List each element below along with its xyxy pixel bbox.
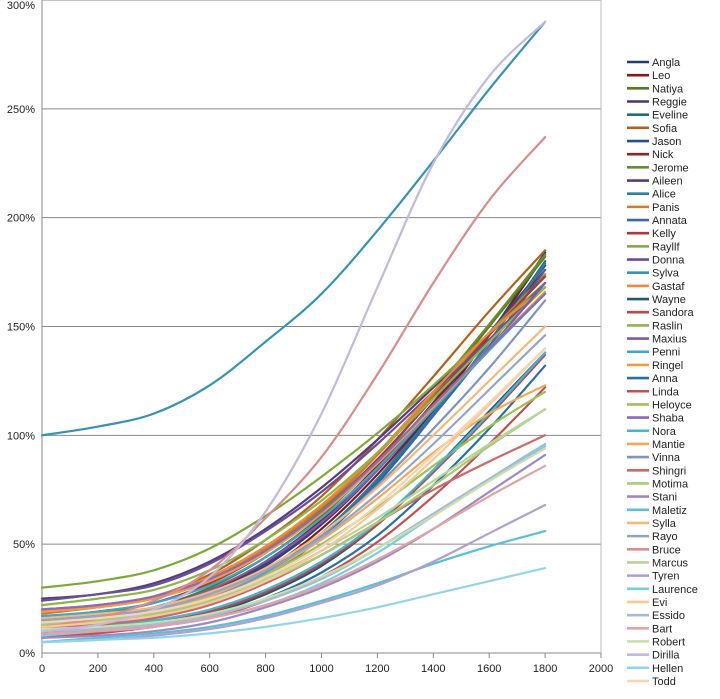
- legend-label: Evi: [652, 597, 667, 609]
- legend-label: Raslin: [652, 320, 683, 332]
- series-line-shaba: [40, 292, 547, 611]
- y-tick-labels: 0% 50% 100% 150% 200% 250% 300%: [7, 0, 35, 660]
- legend-label: Heloyce: [652, 399, 692, 411]
- axes: [41, 0, 602, 658]
- legend-label: Hellen: [652, 663, 683, 675]
- legend-label: Maletiz: [652, 505, 687, 517]
- series-line-raslin: [40, 286, 547, 607]
- legend-label: Nick: [652, 149, 674, 161]
- x-tick-label: 800: [256, 663, 274, 675]
- series-line-angla: [40, 251, 547, 633]
- legend-label: Sofia: [652, 123, 678, 135]
- legend-label: Essido: [652, 610, 685, 622]
- legend-label: Shingri: [652, 465, 686, 477]
- legend-label: Sylla: [652, 518, 677, 530]
- legend-label: Donna: [652, 255, 685, 267]
- legend-label: Robert: [652, 636, 685, 648]
- legend-label: Linda: [652, 386, 680, 398]
- y-tick-label: 50%: [13, 539, 35, 551]
- y-tick-label: 150%: [7, 322, 35, 334]
- y-tick-label: 0%: [19, 648, 35, 660]
- series-line-nora: [40, 351, 547, 633]
- series-line-sylla: [40, 325, 547, 620]
- y-tick-label: 250%: [7, 104, 35, 116]
- legend-label: Annata: [652, 215, 688, 227]
- legend-label: Leo: [652, 70, 670, 82]
- x-tick-label: 1800: [533, 663, 557, 675]
- y-tick-label: 300%: [7, 0, 35, 12]
- series-line-hellen: [40, 567, 547, 644]
- series-line-leo: [40, 253, 547, 631]
- x-tick-label: 600: [201, 663, 219, 675]
- legend-label: Penni: [652, 347, 680, 359]
- legend-label: Natiya: [652, 83, 684, 95]
- legend-label: Alice: [652, 189, 676, 201]
- series-line-stani: [40, 453, 547, 639]
- legend-label: Shaba: [652, 413, 685, 425]
- legend-label: Panis: [652, 202, 680, 214]
- legend-label: Eveline: [652, 110, 688, 122]
- legend-label: Kelly: [652, 228, 676, 240]
- series-line-bruce: [40, 136, 547, 628]
- series-line-robert: [40, 447, 547, 631]
- x-tick-label: 0: [39, 663, 45, 675]
- y-tick-label: 200%: [7, 213, 35, 225]
- legend-label: Tyren: [652, 571, 680, 583]
- legend-label: Gastaf: [652, 281, 685, 293]
- legend-label: Laurence: [652, 584, 698, 596]
- legend-label: Mantie: [652, 439, 685, 451]
- legend-label: Aileen: [652, 176, 683, 188]
- legend-label: Ringel: [652, 360, 683, 372]
- x-tick-label: 1600: [477, 663, 501, 675]
- x-tick-label: 200: [89, 663, 107, 675]
- series-line-sylva: [40, 20, 547, 437]
- legend-label: Angla: [652, 57, 681, 69]
- x-tick-labels: 0 200 400 600 800 1000 1200 1400 1600 1800 2000: [39, 663, 613, 675]
- x-tick-label: 1000: [309, 663, 333, 675]
- legend-label: Marcus: [652, 557, 689, 569]
- legend-label: Stani: [652, 492, 677, 504]
- y-tick-label: 100%: [7, 430, 35, 442]
- legend-label: Sandora: [652, 307, 694, 319]
- legend-label: Maxius: [652, 334, 687, 346]
- legend-label: Wayne: [652, 294, 686, 306]
- series-line-evi: [40, 347, 547, 628]
- series-line-maletiz: [40, 530, 547, 644]
- legend-label: Bart: [652, 623, 672, 635]
- legend-label: Reggie: [652, 97, 687, 109]
- x-tick-label: 1400: [421, 663, 445, 675]
- legend-label: Jason: [652, 136, 681, 148]
- legend-label: Vinna: [652, 452, 681, 464]
- x-tick-label: 1200: [365, 663, 389, 675]
- legend-label: Anna: [652, 373, 679, 385]
- series-line-penni: [40, 292, 547, 618]
- legend-label: Bruce: [652, 544, 681, 556]
- legend-label: Rayllf: [652, 241, 680, 253]
- series-line-bart: [40, 464, 547, 635]
- legend-label: Dirilla: [652, 650, 680, 662]
- series-lines: [40, 20, 547, 644]
- series-line-rayllf: [40, 281, 547, 589]
- legend-label: Todd: [652, 676, 676, 688]
- series-line-todd: [40, 347, 547, 624]
- x-tick-label: 400: [145, 663, 163, 675]
- series-line-donna: [40, 281, 547, 602]
- legend-label: Nora: [652, 426, 677, 438]
- legend-label: Sylva: [652, 268, 680, 280]
- series-line-essido: [40, 445, 547, 633]
- legend-label: Motima: [652, 478, 689, 490]
- legend-label: Rayo: [652, 531, 678, 543]
- series-line-rayo: [40, 334, 547, 622]
- x-tick-label: 2000: [589, 663, 613, 675]
- legend-label: Jerome: [652, 162, 689, 174]
